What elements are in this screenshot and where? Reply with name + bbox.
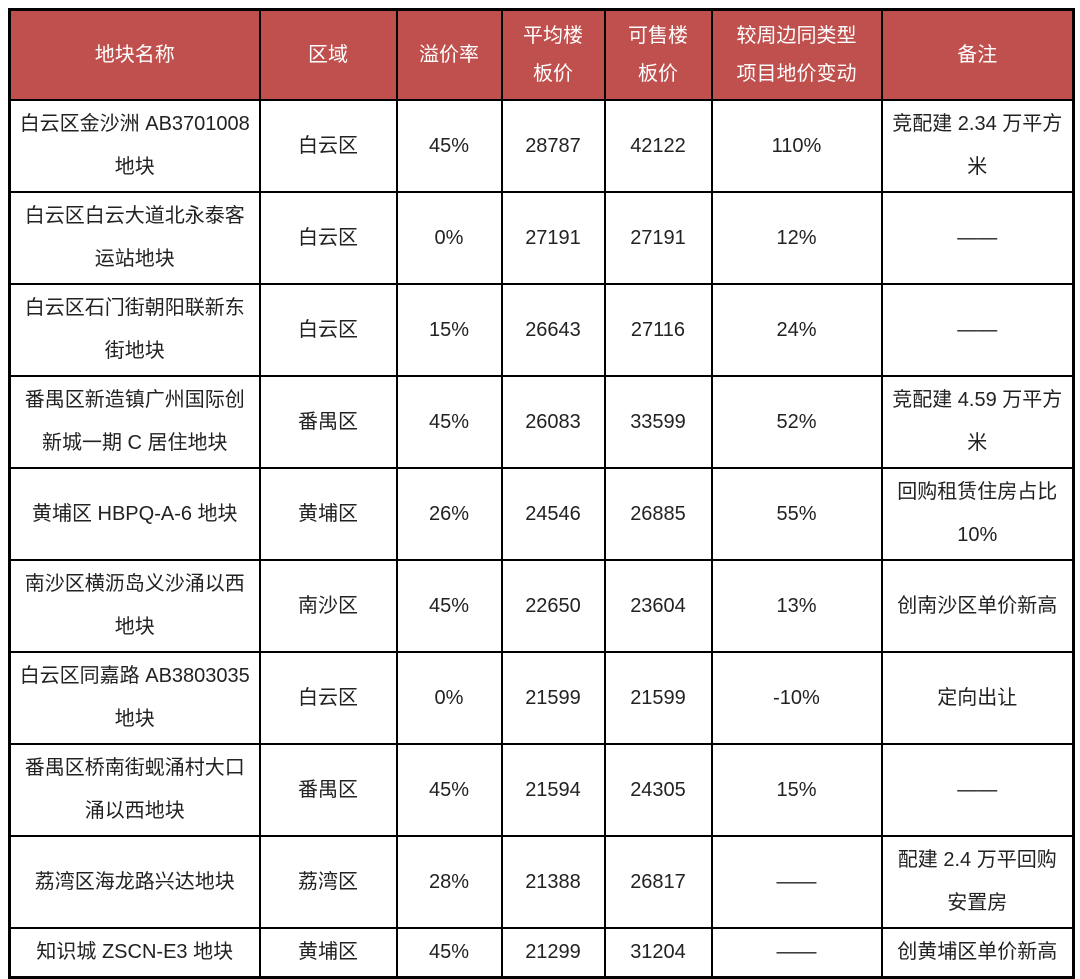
cell-premium-rate: 0% xyxy=(395,651,503,745)
cell-premium-rate: 45% xyxy=(395,927,503,979)
cell-avg-floor-price: 21599 xyxy=(500,651,606,745)
cell-note: 竞配建 4.59 万平方米 xyxy=(880,375,1075,469)
cell-parcel-name: 知识城 ZSCN-E3 地块 xyxy=(8,927,261,979)
cell-note: 定向出让 xyxy=(880,651,1075,745)
cell-district: 黄埔区 xyxy=(258,467,398,561)
cell-avg-floor-price: 21388 xyxy=(500,835,606,929)
cell-premium-rate: 45% xyxy=(395,559,503,653)
cell-change-vs-nearby: 12% xyxy=(710,191,883,285)
cell-parcel-name: 番禺区新造镇广州国际创新城一期 C 居住地块 xyxy=(8,375,261,469)
cell-parcel-name: 南沙区横沥岛义沙涌以西地块 xyxy=(8,559,261,653)
cell-sellable-floor-price: 23604 xyxy=(603,559,713,653)
cell-sellable-floor-price: 27116 xyxy=(603,283,713,377)
cell-change-vs-nearby: 24% xyxy=(710,283,883,377)
cell-sellable-floor-price: 24305 xyxy=(603,743,713,837)
cell-note: 创南沙区单价新高 xyxy=(880,559,1075,653)
cell-note: —— xyxy=(880,191,1075,285)
cell-change-vs-nearby: -10% xyxy=(710,651,883,745)
cell-avg-floor-price: 26083 xyxy=(500,375,606,469)
table-row: 番禺区新造镇广州国际创新城一期 C 居住地块 番禺区 45% 26083 335… xyxy=(8,375,1075,469)
cell-parcel-name: 白云区石门街朝阳联新东街地块 xyxy=(8,283,261,377)
cell-avg-floor-price: 21299 xyxy=(500,927,606,979)
cell-note: 配建 2.4 万平回购安置房 xyxy=(880,835,1075,929)
cell-district: 白云区 xyxy=(258,283,398,377)
cell-sellable-floor-price: 26817 xyxy=(603,835,713,929)
table-row: 番禺区桥南街蚬涌村大口涌以西地块 番禺区 45% 21594 24305 15%… xyxy=(8,743,1075,837)
cell-change-vs-nearby: 55% xyxy=(710,467,883,561)
cell-sellable-floor-price: 27191 xyxy=(603,191,713,285)
cell-district: 荔湾区 xyxy=(258,835,398,929)
table-row: 白云区石门街朝阳联新东街地块 白云区 15% 26643 27116 24% —… xyxy=(8,283,1075,377)
cell-avg-floor-price: 26643 xyxy=(500,283,606,377)
cell-change-vs-nearby: —— xyxy=(710,835,883,929)
table-row: 白云区白云大道北永泰客运站地块 白云区 0% 27191 27191 12% —… xyxy=(8,191,1075,285)
cell-parcel-name: 荔湾区海龙路兴达地块 xyxy=(8,835,261,929)
cell-note: —— xyxy=(880,743,1075,837)
cell-sellable-floor-price: 33599 xyxy=(603,375,713,469)
cell-note: —— xyxy=(880,283,1075,377)
column-header-premium-rate: 溢价率 xyxy=(395,8,503,101)
cell-sellable-floor-price: 21599 xyxy=(603,651,713,745)
cell-sellable-floor-price: 31204 xyxy=(603,927,713,979)
table-row: 南沙区横沥岛义沙涌以西地块 南沙区 45% 22650 23604 13% 创南… xyxy=(8,559,1075,653)
cell-avg-floor-price: 22650 xyxy=(500,559,606,653)
column-header-note: 备注 xyxy=(880,8,1075,101)
cell-change-vs-nearby: 110% xyxy=(710,99,883,193)
cell-sellable-floor-price: 26885 xyxy=(603,467,713,561)
cell-parcel-name: 黄埔区 HBPQ-A-6 地块 xyxy=(8,467,261,561)
cell-avg-floor-price: 24546 xyxy=(500,467,606,561)
table-row: 知识城 ZSCN-E3 地块 黄埔区 45% 21299 31204 —— 创黄… xyxy=(8,927,1075,979)
cell-change-vs-nearby: 13% xyxy=(710,559,883,653)
cell-district: 白云区 xyxy=(258,651,398,745)
cell-avg-floor-price: 27191 xyxy=(500,191,606,285)
cell-note: 回购租赁住房占比 10% xyxy=(880,467,1075,561)
cell-district: 番禺区 xyxy=(258,375,398,469)
column-header-district: 区域 xyxy=(258,8,398,101)
cell-district: 黄埔区 xyxy=(258,927,398,979)
cell-district: 白云区 xyxy=(258,99,398,193)
cell-premium-rate: 45% xyxy=(395,375,503,469)
table-row: 白云区金沙洲 AB3701008 地块 白云区 45% 28787 42122 … xyxy=(8,99,1075,193)
cell-district: 番禺区 xyxy=(258,743,398,837)
cell-premium-rate: 45% xyxy=(395,99,503,193)
cell-premium-rate: 0% xyxy=(395,191,503,285)
cell-district: 白云区 xyxy=(258,191,398,285)
cell-district: 南沙区 xyxy=(258,559,398,653)
column-header-change-vs-nearby: 较周边同类型 项目地价变动 xyxy=(710,8,883,101)
cell-change-vs-nearby: —— xyxy=(710,927,883,979)
cell-premium-rate: 15% xyxy=(395,283,503,377)
column-header-avg-floor-price: 平均楼 板价 xyxy=(500,8,606,101)
cell-parcel-name: 番禺区桥南街蚬涌村大口涌以西地块 xyxy=(8,743,261,837)
cell-parcel-name: 白云区同嘉路 AB3803035 地块 xyxy=(8,651,261,745)
cell-parcel-name: 白云区白云大道北永泰客运站地块 xyxy=(8,191,261,285)
cell-premium-rate: 26% xyxy=(395,467,503,561)
table-row: 黄埔区 HBPQ-A-6 地块 黄埔区 26% 24546 26885 55% … xyxy=(8,467,1075,561)
cell-note: 竞配建 2.34 万平方米 xyxy=(880,99,1075,193)
cell-avg-floor-price: 21594 xyxy=(500,743,606,837)
cell-note: 创黄埔区单价新高 xyxy=(880,927,1075,979)
cell-sellable-floor-price: 42122 xyxy=(603,99,713,193)
land-parcel-table: 地块名称 区域 溢价率 平均楼 板价 可售楼 板价 较周边同类型 项目地价变动 … xyxy=(8,8,1075,979)
column-header-parcel-name: 地块名称 xyxy=(8,8,261,101)
header-row: 地块名称 区域 溢价率 平均楼 板价 可售楼 板价 较周边同类型 项目地价变动 … xyxy=(8,8,1075,101)
cell-premium-rate: 28% xyxy=(395,835,503,929)
table-row: 白云区同嘉路 AB3803035 地块 白云区 0% 21599 21599 -… xyxy=(8,651,1075,745)
cell-avg-floor-price: 28787 xyxy=(500,99,606,193)
column-header-sellable-floor-price: 可售楼 板价 xyxy=(603,8,713,101)
cell-premium-rate: 45% xyxy=(395,743,503,837)
cell-parcel-name: 白云区金沙洲 AB3701008 地块 xyxy=(8,99,261,193)
table-row: 荔湾区海龙路兴达地块 荔湾区 28% 21388 26817 —— 配建 2.4… xyxy=(8,835,1075,929)
cell-change-vs-nearby: 52% xyxy=(710,375,883,469)
cell-change-vs-nearby: 15% xyxy=(710,743,883,837)
